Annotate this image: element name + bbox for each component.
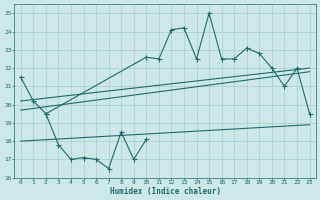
X-axis label: Humidex (Indice chaleur): Humidex (Indice chaleur) [110,187,220,196]
